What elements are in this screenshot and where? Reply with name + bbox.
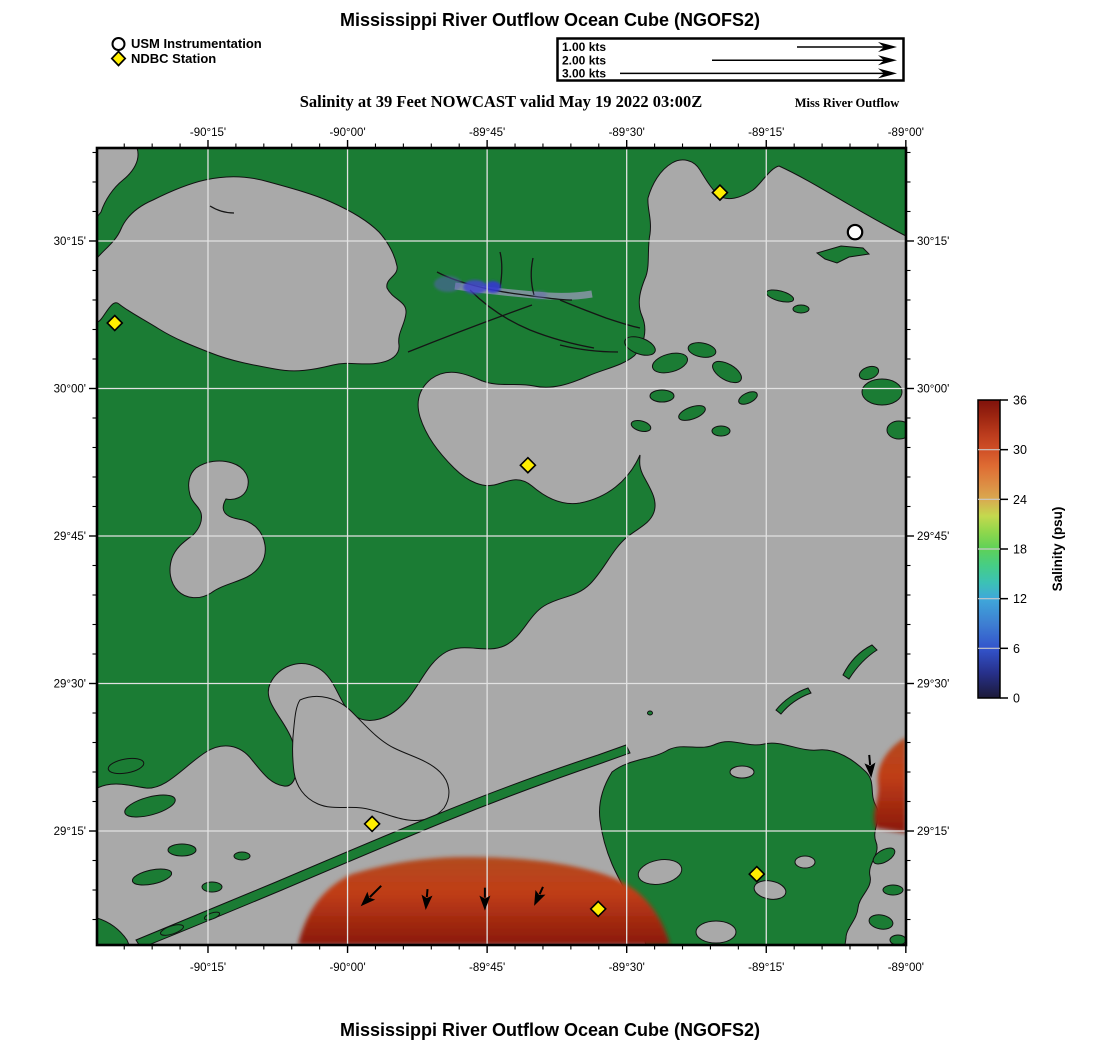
y-tick-label-right: 29°30' bbox=[917, 679, 949, 691]
ndbc-station-marker bbox=[589, 900, 607, 918]
chandeleur-island-north bbox=[842, 644, 878, 680]
east-salinity-plume bbox=[874, 737, 906, 833]
x-tick-label-bottom: -89°30' bbox=[609, 962, 645, 974]
lower-left-marsh-islands bbox=[97, 757, 251, 945]
marsh-islands bbox=[624, 289, 906, 716]
marsh-water-pocket bbox=[292, 696, 450, 821]
x-tick-label-top: -89°15' bbox=[748, 127, 784, 139]
colorbar-title: Salinity (psu) bbox=[1050, 507, 1065, 592]
twin-interior-lakes bbox=[169, 460, 266, 599]
x-tick-label-top: -89°00' bbox=[888, 127, 924, 139]
velocity-scale-label: 3.00 kts bbox=[562, 67, 606, 81]
lake-pontchartrain bbox=[97, 176, 407, 372]
velocity-scale-border bbox=[556, 37, 905, 82]
delta-fringe-islands bbox=[868, 847, 906, 945]
legend-label-ndbc: NDBC Station bbox=[131, 51, 217, 66]
x-tick-label-top: -89°30' bbox=[609, 127, 645, 139]
current-arrow bbox=[360, 885, 382, 907]
velocity-scale-arrowhead bbox=[878, 68, 897, 79]
usm-instrument-marker bbox=[846, 223, 864, 241]
corner-water-piece bbox=[97, 148, 139, 218]
x-tick-label-bottom: -89°45' bbox=[469, 962, 505, 974]
velocity-scale-arrowhead bbox=[878, 42, 897, 52]
legend-label-usm: USM Instrumentation bbox=[131, 36, 262, 51]
axes: -90°15' -90°15' -90°00' -90°00' -89°45' -89°4… bbox=[54, 127, 950, 974]
current-arrow bbox=[864, 754, 876, 778]
low-salinity-river-data bbox=[434, 276, 547, 299]
velocity-scale-label: 1.00 kts bbox=[562, 40, 606, 54]
colorbar: 0 6 12 18 24 30 36 Salinity (psu) bbox=[977, 394, 1065, 706]
ndbc-station-marker bbox=[363, 815, 381, 833]
x-tick-label-bottom: -89°00' bbox=[888, 962, 924, 974]
cat-island bbox=[815, 245, 871, 264]
x-tick-label-bottom: -90°15' bbox=[190, 962, 226, 974]
y-tick-label-right: 29°15' bbox=[917, 826, 949, 838]
colorbar-tick-label: 0 bbox=[1013, 692, 1020, 706]
colorbar-tick-label: 36 bbox=[1013, 394, 1027, 408]
map-geography bbox=[97, 148, 906, 945]
x-tick-label-top: -90°00' bbox=[329, 127, 365, 139]
colorbar-tick-label: 18 bbox=[1013, 543, 1027, 557]
x-tick-label-bottom: -90°00' bbox=[329, 962, 365, 974]
legend-item-ndbc: NDBC Station bbox=[110, 50, 262, 67]
map-border bbox=[95, 146, 908, 947]
figure-title-top: Mississippi River Outflow Ocean Cube (NG… bbox=[339, 10, 761, 30]
x-tick-label-top: -90°15' bbox=[190, 127, 226, 139]
colorbar-tick-label: 24 bbox=[1013, 493, 1027, 507]
y-tick-label-right: 29°45' bbox=[917, 531, 949, 543]
y-tick-label-left: 29°45' bbox=[54, 531, 86, 543]
ndbc-station-marker bbox=[711, 183, 729, 202]
salinity-map: -90°15' -90°15' -90°00' -90°00' -89°45' -89°4… bbox=[54, 127, 950, 974]
y-tick-label-left: 30°15' bbox=[54, 236, 86, 248]
y-tick-label-left: 29°30' bbox=[54, 679, 86, 691]
ndbc-diamond-icon bbox=[110, 50, 127, 67]
y-tick-label-right: 30°00' bbox=[917, 383, 949, 395]
delta-marsh-ponds bbox=[637, 765, 816, 944]
legend-item-usm: USM Instrumentation bbox=[110, 36, 262, 51]
y-tick-label-right: 30°15' bbox=[917, 236, 949, 248]
ndbc-station-marker bbox=[519, 456, 537, 474]
delta-marsh-land bbox=[599, 741, 879, 945]
velocity-scale-arrowhead bbox=[878, 55, 897, 66]
ndbc-station-marker bbox=[748, 865, 766, 883]
x-tick-label-top: -89°45' bbox=[469, 127, 505, 139]
current-arrow bbox=[534, 886, 546, 906]
x-tick-label-bottom: -89°15' bbox=[748, 962, 784, 974]
current-arrow bbox=[421, 889, 433, 911]
ndbc-station-marker bbox=[106, 314, 124, 332]
map-markers bbox=[106, 183, 876, 918]
colorbar-tick-label: 30 bbox=[1013, 443, 1027, 457]
barrier-coast-strip bbox=[135, 744, 631, 945]
current-arrow bbox=[479, 887, 491, 911]
y-tick-label-left: 30°00' bbox=[54, 383, 86, 395]
chandeleur-island-south bbox=[775, 687, 812, 715]
region-label: Miss River Outflow bbox=[794, 96, 900, 110]
map-legend: USM Instrumentation NDBC Station bbox=[110, 36, 262, 67]
usm-circle-icon bbox=[111, 37, 126, 51]
colorbar-tick-label: 12 bbox=[1013, 592, 1027, 606]
y-tick-label-left: 29°15' bbox=[54, 826, 86, 838]
colorbar-tick-label: 6 bbox=[1013, 642, 1020, 656]
map-subtitle: Salinity at 39 Feet NOWCAST valid May 19… bbox=[299, 92, 703, 111]
figure-title-bottom: Mississippi River Outflow Ocean Cube (NG… bbox=[339, 1020, 761, 1040]
velocity-scale-label: 2.00 kts bbox=[562, 53, 606, 67]
